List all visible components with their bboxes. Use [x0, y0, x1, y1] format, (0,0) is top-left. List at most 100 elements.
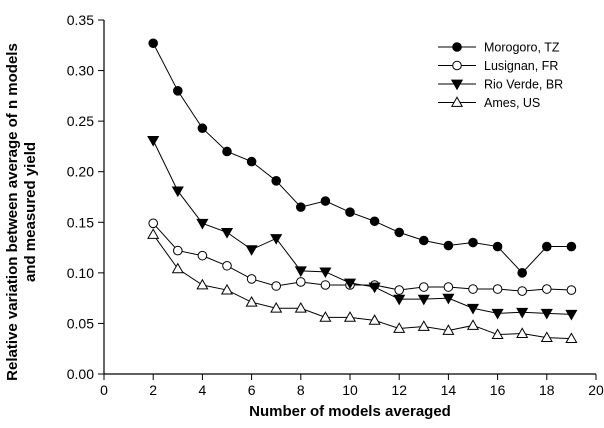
data-point [246, 274, 257, 284]
y-tick-label: 0.15 [67, 214, 94, 230]
data-point [296, 202, 306, 212]
y-ticks: 0.00 0.05 0.10 0.15 0.20 0.25 0.30 0.35 [67, 12, 104, 382]
legend-label: Lusignan, FR [484, 59, 558, 73]
y-tick-label: 0.00 [67, 366, 94, 382]
series-line [152, 234, 572, 340]
data-point [517, 268, 528, 278]
data-point [294, 266, 307, 278]
data-point [394, 227, 405, 238]
data-point [393, 322, 406, 333]
data-point [419, 282, 429, 292]
x-tick-label: 4 [199, 382, 207, 398]
legend-label: Morogoro, TZ [484, 41, 560, 55]
data-point [271, 281, 282, 291]
legend-marker [452, 60, 462, 71]
data-point [565, 332, 578, 343]
series-line [152, 222, 572, 292]
data-point [417, 294, 430, 306]
y-axis-title-line2: and measured yield [22, 142, 39, 282]
data-point [171, 262, 184, 274]
data-point [442, 324, 455, 335]
data-point [171, 186, 184, 198]
data-point [222, 146, 232, 157]
data-point [147, 135, 160, 147]
x-tick-label: 12 [391, 382, 407, 398]
series-morogoro-tz [148, 38, 577, 278]
data-point [271, 176, 282, 186]
data-point [466, 319, 480, 330]
data-point [368, 314, 381, 325]
legend-item: Ames, US [438, 96, 540, 110]
legend-item: Lusignan, FR [438, 59, 558, 73]
legend: Morogoro, TZ Lusignan, FR Rio Verde, BR Ame… [438, 41, 563, 110]
data-point [173, 86, 183, 96]
data-point [320, 280, 331, 290]
data-point [542, 284, 552, 294]
x-tick-label: 0 [100, 382, 108, 398]
data-point [294, 302, 307, 313]
data-point [393, 294, 406, 306]
data-point [369, 216, 380, 227]
data-point [296, 277, 306, 287]
data-point [246, 156, 257, 167]
legend-label: Rio Verde, BR [484, 78, 563, 92]
x-tick-label: 10 [342, 382, 358, 398]
y-tick-label: 0.25 [67, 113, 94, 129]
data-point [542, 241, 552, 252]
data-point [491, 328, 504, 339]
data-point [442, 293, 455, 305]
data-point [368, 282, 381, 294]
data-point [173, 245, 183, 256]
series-layer [147, 38, 578, 343]
series-ames-us [147, 228, 578, 343]
x-tick-label: 8 [297, 382, 305, 398]
data-point [565, 309, 578, 321]
legend-item: Morogoro, TZ [438, 41, 560, 55]
data-point [196, 218, 209, 230]
x-tick-label: 18 [539, 382, 555, 398]
data-point [540, 308, 553, 320]
data-point [319, 267, 332, 279]
data-point [270, 302, 283, 313]
data-point [492, 241, 503, 252]
data-point [566, 241, 577, 252]
data-point [468, 284, 478, 294]
data-point [443, 240, 454, 251]
data-point [419, 235, 429, 246]
x-ticks: 0 2 4 6 8 10 12 14 16 18 20 [100, 374, 604, 398]
series-lusignan-fr [148, 218, 577, 296]
data-point [197, 123, 208, 134]
data-point [319, 311, 332, 322]
legend-marker [450, 96, 464, 107]
data-point [343, 311, 357, 322]
data-point [345, 207, 355, 217]
x-axis-title: Number of models averaged [249, 403, 451, 420]
legend-marker [450, 79, 464, 91]
y-tick-label: 0.05 [67, 315, 94, 331]
y-tick-label: 0.30 [67, 63, 94, 79]
data-point [516, 307, 529, 319]
data-point [394, 285, 405, 295]
data-point [466, 303, 480, 315]
legend-item: Rio Verde, BR [438, 78, 563, 92]
legend-label: Ames, US [484, 96, 540, 110]
legend-marker [452, 42, 462, 52]
x-tick-label: 16 [490, 382, 506, 398]
data-point [516, 327, 529, 338]
data-point [566, 285, 577, 295]
x-tick-label: 2 [149, 382, 157, 398]
y-axis-title-line1: Relative variation between average of n … [4, 43, 21, 381]
data-point [222, 260, 232, 271]
x-tick-label: 14 [441, 382, 457, 398]
data-point [492, 284, 503, 294]
data-point [540, 331, 553, 342]
data-point [320, 196, 331, 206]
x-tick-label: 6 [248, 382, 256, 398]
data-point [245, 295, 258, 307]
x-tick-label: 20 [588, 382, 604, 398]
data-point [468, 237, 478, 248]
data-point [443, 282, 454, 292]
y-tick-label: 0.20 [67, 164, 94, 180]
data-point [270, 234, 283, 245]
